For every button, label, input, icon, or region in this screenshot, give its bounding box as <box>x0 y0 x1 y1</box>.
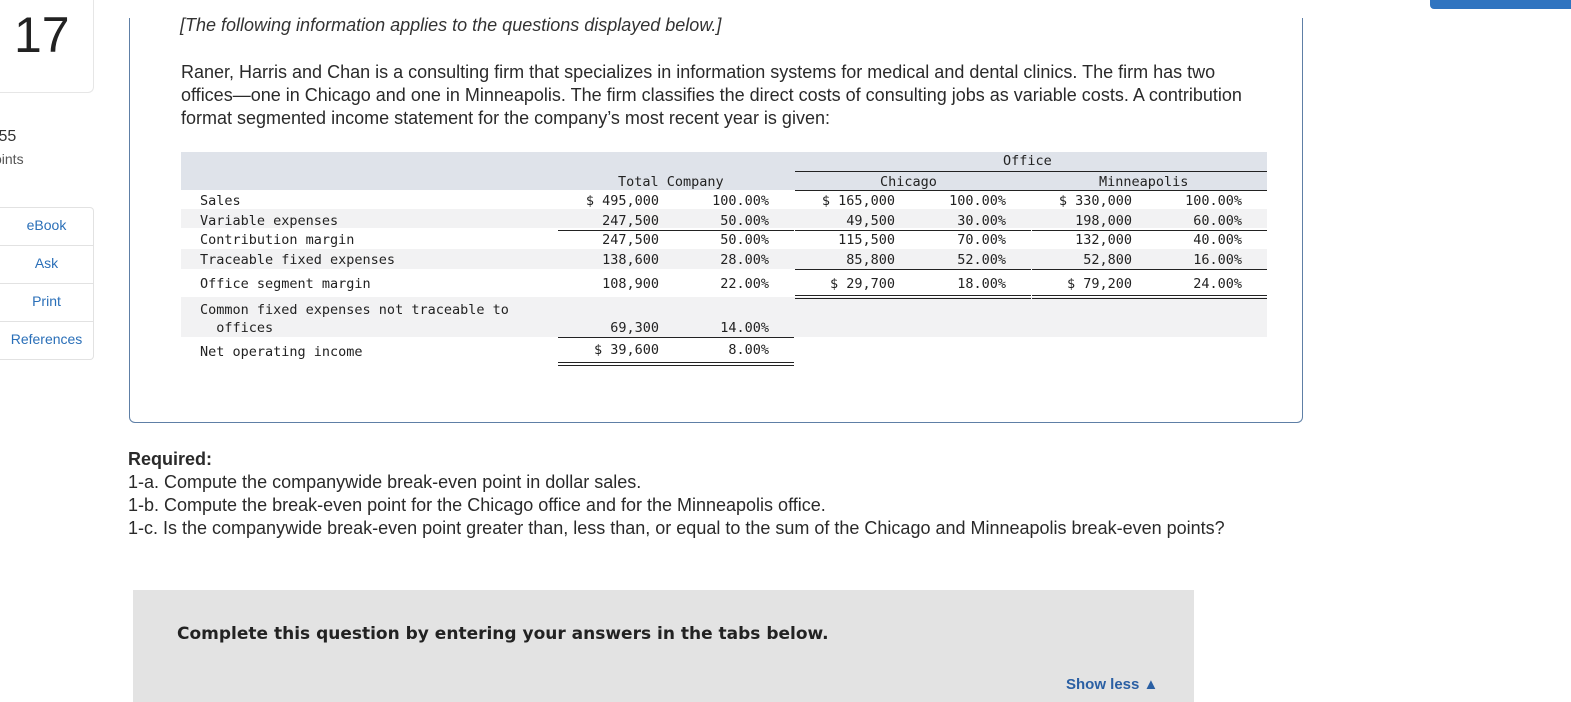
tabs-container <box>133 590 1194 702</box>
total-sales-pct: 100.00% <box>712 193 769 209</box>
row-label-noi: Net operating income <box>200 344 363 360</box>
required-section: Required: 1-a. Compute the companywide b… <box>128 448 1268 540</box>
minneapolis-variable: 198,000 <box>1075 213 1132 229</box>
chicago-sales: $ 165,000 <box>821 193 895 209</box>
total-noi-pct: 8.00% <box>728 342 769 358</box>
minneapolis-traceable: 52,800 <box>1083 252 1132 268</box>
total-segment-margin-pct: 22.00% <box>720 276 769 292</box>
minneapolis-sales-pct: 100.00% <box>1185 193 1242 209</box>
total-variable-pct: 50.00% <box>720 213 769 229</box>
question-number: 17 <box>14 7 70 63</box>
minneapolis-sales: $ 330,000 <box>1058 193 1132 209</box>
total-cm-pct: 50.00% <box>720 232 769 248</box>
col-total-header: Total Company <box>618 174 724 190</box>
intro-paragraph: Raner, Harris and Chan is a consulting f… <box>181 62 1242 128</box>
ebook-button[interactable]: eBook <box>0 208 93 246</box>
intro-note: [The following information applies to th… <box>180 15 722 35</box>
required-heading: Required: <box>128 449 213 469</box>
chicago-cm-pct: 70.00% <box>957 232 1006 248</box>
total-common-fixed-pct: 14.00% <box>720 320 769 336</box>
points-label: oints <box>0 151 24 167</box>
row-label-common-fixed: Common fixed expenses not traceable to <box>200 302 509 318</box>
info-box <box>129 18 1303 423</box>
total-common-fixed: 69,300 <box>610 320 659 336</box>
tabs-instruction: Complete this question by entering your … <box>177 624 829 644</box>
total-segment-margin: 108,900 <box>602 276 659 292</box>
chicago-variable: 49,500 <box>846 213 895 229</box>
minneapolis-segment-margin: $ 79,200 <box>1066 276 1132 292</box>
top-accent-button[interactable] <box>1430 0 1571 9</box>
total-traceable-pct: 28.00% <box>720 252 769 268</box>
row-label-common-fixed-cont: offices <box>200 320 274 336</box>
total-cm: 247,500 <box>602 232 659 248</box>
total-noi: $ 39,600 <box>593 342 659 358</box>
chicago-sales-pct: 100.00% <box>949 193 1006 209</box>
side-nav: eBook Ask Print References <box>0 207 94 360</box>
minneapolis-cm: 132,000 <box>1075 232 1132 248</box>
minneapolis-variable-pct: 60.00% <box>1193 213 1242 229</box>
print-button[interactable]: Print <box>0 284 93 322</box>
minneapolis-segment-margin-pct: 24.00% <box>1193 276 1242 292</box>
total-sales: $ 495,000 <box>585 193 659 209</box>
ask-button[interactable]: Ask <box>0 246 93 284</box>
show-less-link[interactable]: Show less ▲ <box>1066 676 1159 693</box>
chicago-variable-pct: 30.00% <box>957 213 1006 229</box>
total-variable: 247,500 <box>602 213 659 229</box>
row-label-segment-margin: Office segment margin <box>200 276 371 292</box>
minneapolis-cm-pct: 40.00% <box>1193 232 1242 248</box>
required-item-1c: 1-c. Is the companywide break-even point… <box>128 518 1225 538</box>
col-minneapolis-header: Minneapolis <box>1099 174 1189 190</box>
office-header: Office <box>1003 153 1052 169</box>
required-item-1a: 1-a. Compute the companywide break-even … <box>128 472 642 492</box>
chicago-segment-margin-pct: 18.00% <box>957 276 1006 292</box>
required-item-1b: 1-b. Compute the break-even point for th… <box>128 495 826 515</box>
chicago-traceable-pct: 52.00% <box>957 252 1006 268</box>
references-button[interactable]: References <box>10 331 83 347</box>
chicago-traceable: 85,800 <box>846 252 895 268</box>
col-chicago-header: Chicago <box>880 174 937 190</box>
income-statement-table: Office Total Company Chicago Minneapolis… <box>181 152 1267 490</box>
points-value: .55 <box>0 128 17 145</box>
minneapolis-traceable-pct: 16.00% <box>1193 252 1242 268</box>
chicago-cm: 115,500 <box>838 232 895 248</box>
row-label-variable-expenses: Variable expenses <box>200 213 339 229</box>
chicago-segment-margin: $ 29,700 <box>829 276 895 292</box>
row-label-traceable-fixed: Traceable fixed expenses <box>200 252 396 268</box>
row-label-contribution-margin: Contribution margin <box>200 232 355 248</box>
question-number-card <box>0 0 94 93</box>
row-label-sales: Sales <box>200 193 241 209</box>
total-traceable: 138,600 <box>602 252 659 268</box>
